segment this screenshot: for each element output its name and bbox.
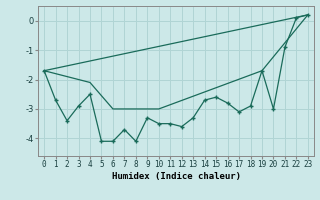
X-axis label: Humidex (Indice chaleur): Humidex (Indice chaleur) xyxy=(111,172,241,181)
